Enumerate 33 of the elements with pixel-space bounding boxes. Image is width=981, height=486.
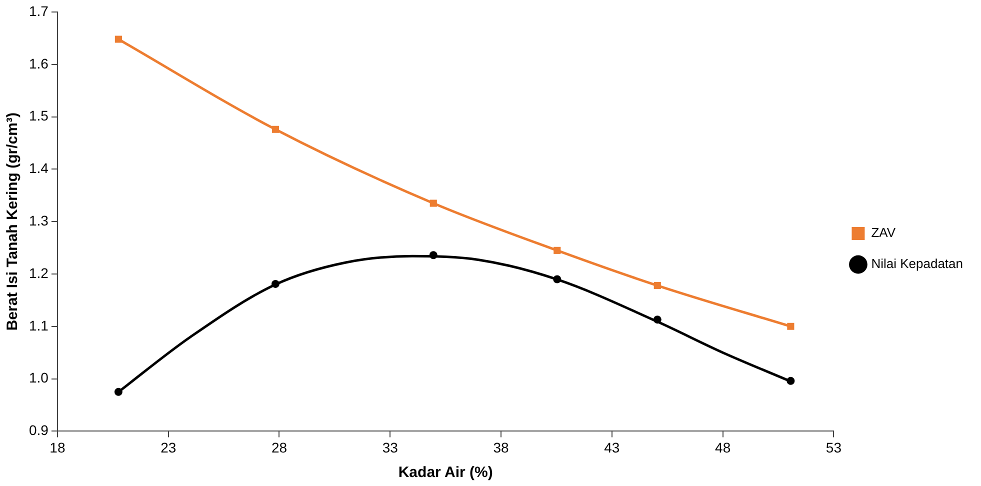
y-tick-label: 1.6 xyxy=(28,55,49,72)
point xyxy=(786,376,795,385)
point xyxy=(553,275,562,284)
x-tick-label: 18 xyxy=(50,439,66,456)
legend-label: Nilai Kepadatan xyxy=(871,256,964,272)
point xyxy=(114,388,122,396)
point xyxy=(554,246,561,254)
point xyxy=(429,251,438,260)
y-tick-label: 1.7 xyxy=(28,2,49,19)
y-tick-label: 1.0 xyxy=(28,370,49,386)
x-tick-label: 53 xyxy=(826,439,842,456)
point xyxy=(430,200,437,207)
y-tick-label: 1.3 xyxy=(28,212,49,228)
y-tick-label: 0.9 xyxy=(28,422,49,438)
y-tick-label: 1.4 xyxy=(28,160,49,176)
point xyxy=(787,322,794,330)
point xyxy=(654,282,661,290)
point xyxy=(271,280,280,288)
point xyxy=(272,126,280,133)
x-tick-label: 28 xyxy=(271,439,288,456)
x-tick-label: 38 xyxy=(493,439,510,456)
y-tick-label: 1.1 xyxy=(28,317,49,334)
x-tick-label: 33 xyxy=(382,439,398,456)
x-tick-label: 23 xyxy=(160,439,176,456)
x-tick-label: 43 xyxy=(604,439,620,456)
point xyxy=(653,316,662,324)
y-axis-title: Berat Isi Tanah Kering (gr/cm³) xyxy=(4,112,22,331)
point xyxy=(114,36,122,43)
x-axis-title: Kadar Air (%) xyxy=(398,464,493,482)
y-tick-label: 1.5 xyxy=(28,108,49,124)
legend-label: ZAV xyxy=(871,225,896,240)
y-tick-label: 1.2 xyxy=(28,264,49,281)
x-tick-label: 48 xyxy=(715,439,731,456)
